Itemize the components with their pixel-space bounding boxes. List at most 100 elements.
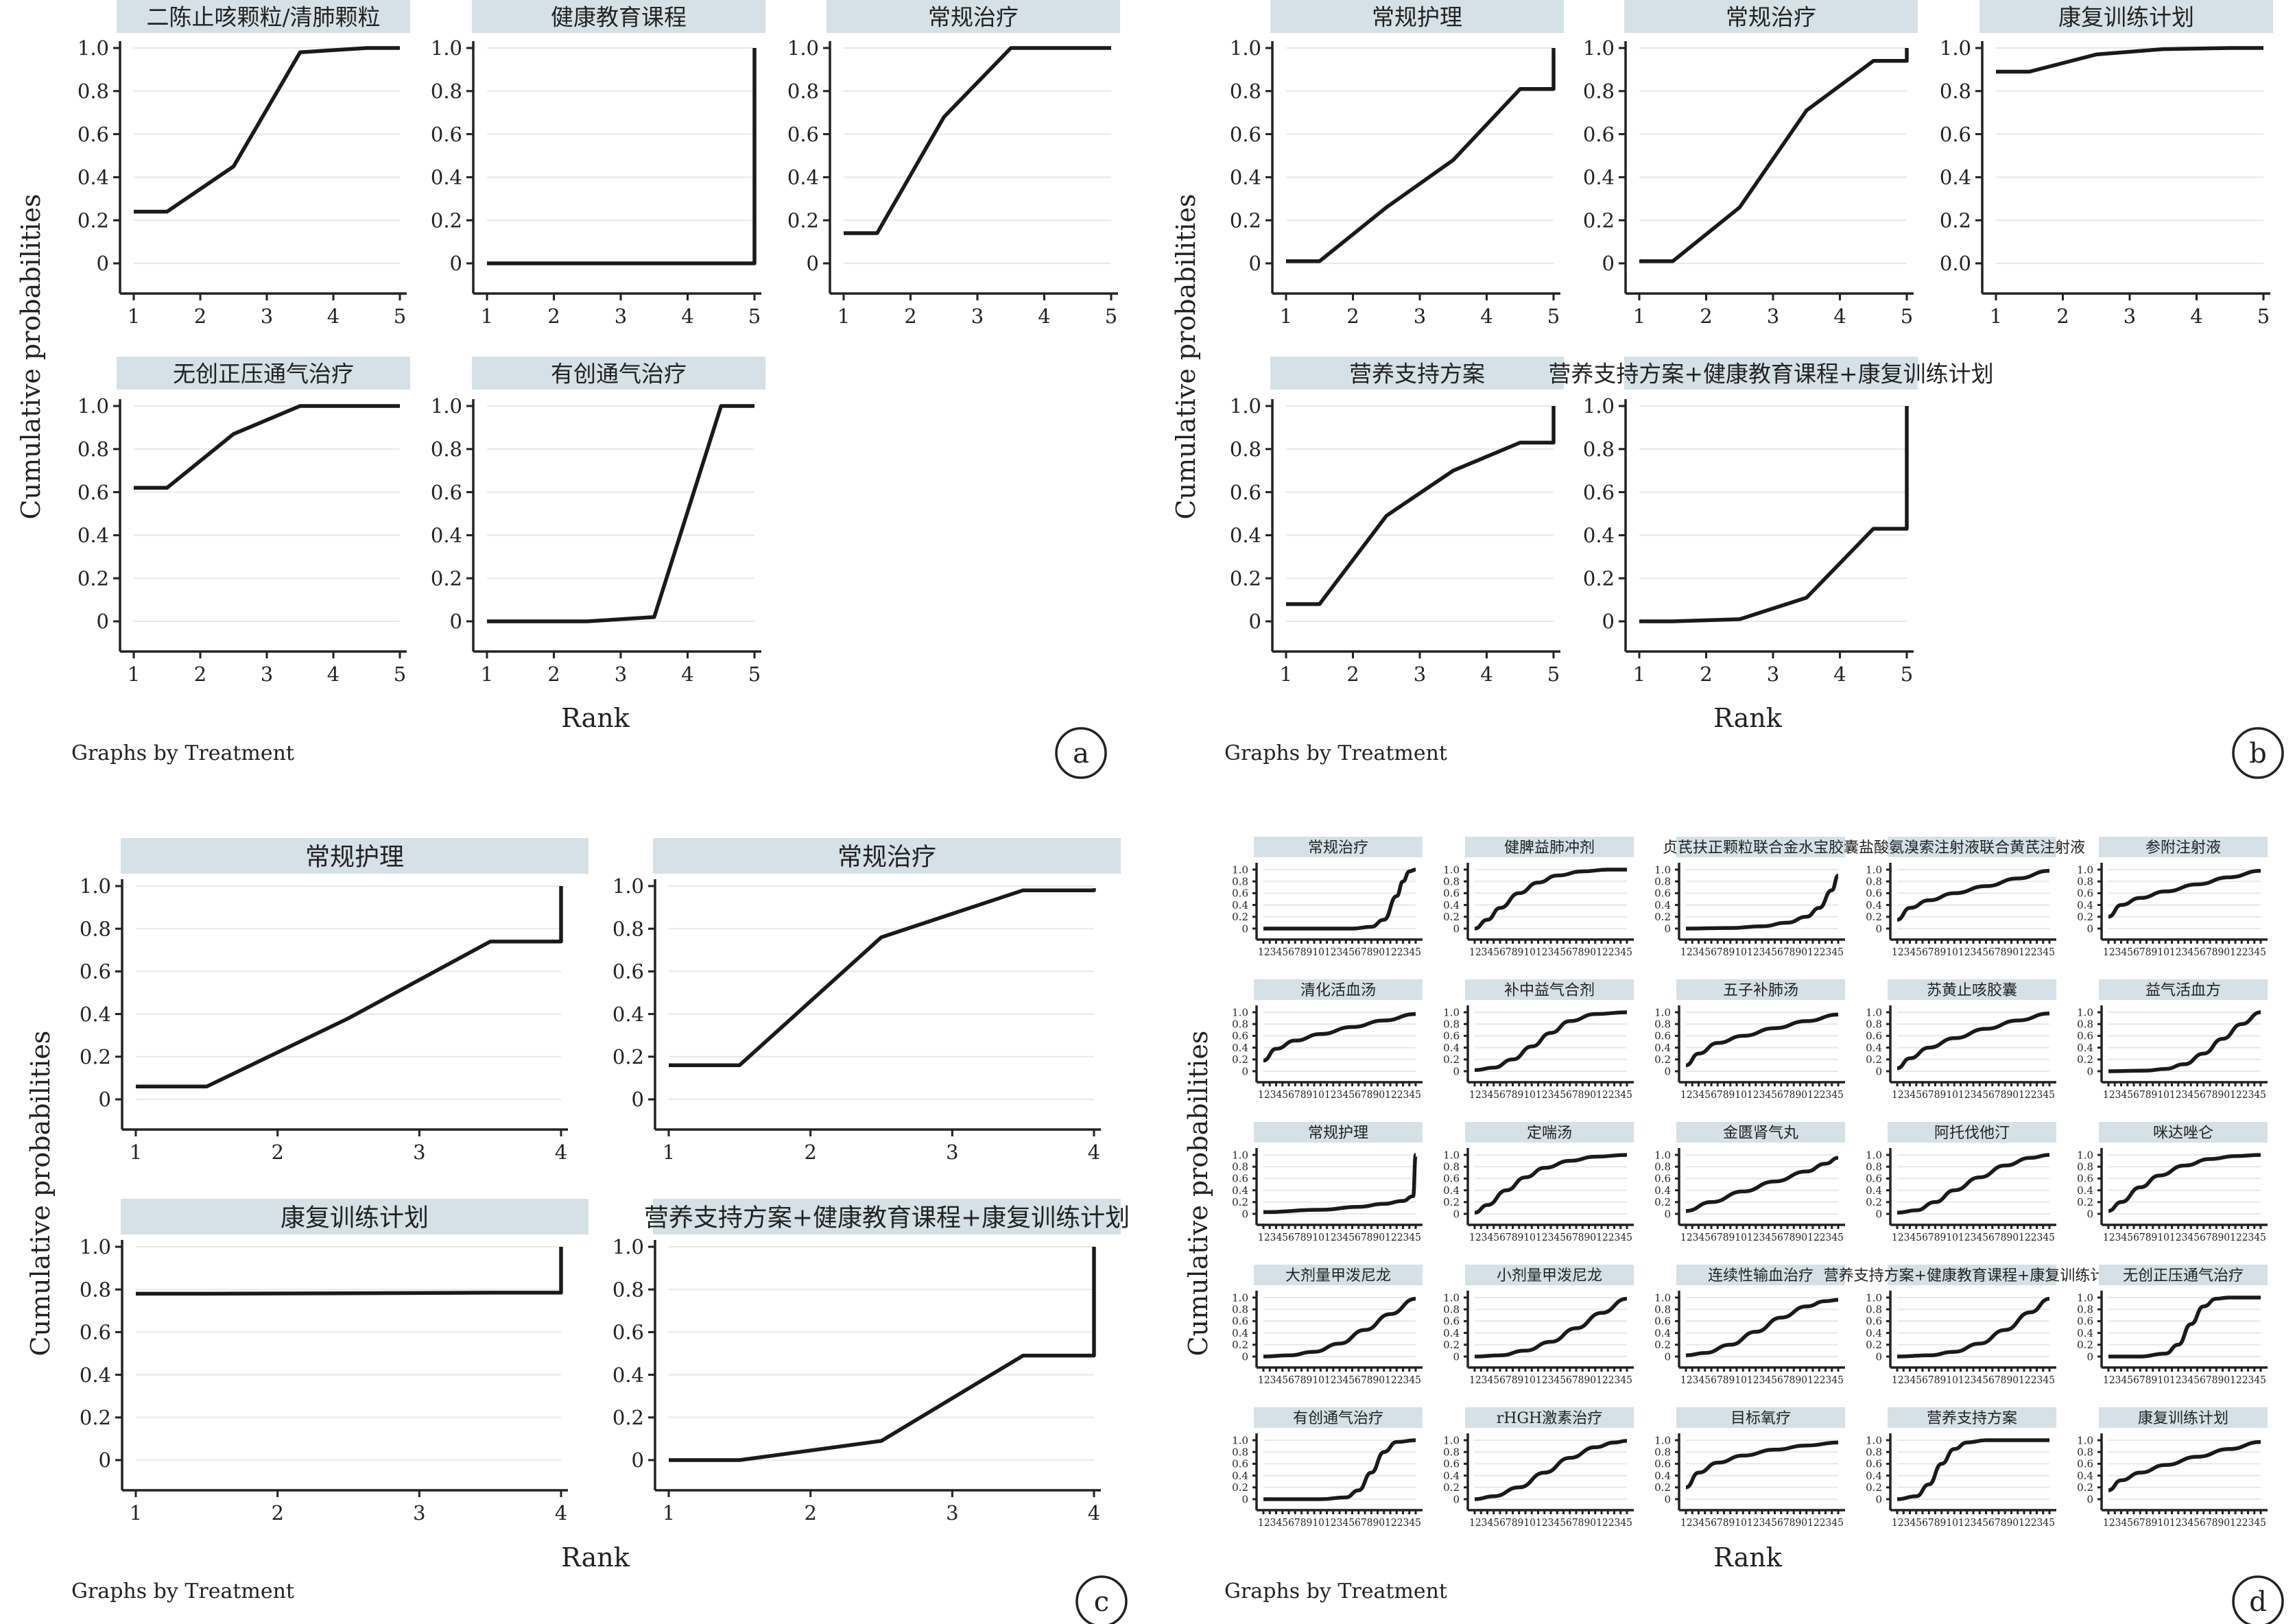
series-line xyxy=(1685,1298,1839,1358)
y-tick-label: 0.4 xyxy=(80,1003,111,1026)
x-tick-label: 1 xyxy=(663,1141,675,1164)
series-line xyxy=(1896,1296,2050,1359)
y-tick-label: 0.4 xyxy=(1230,166,1261,189)
y-tick-label: 0.6 xyxy=(1866,1030,1882,1042)
x-tick-label: 3 xyxy=(1414,304,1426,328)
x-tick-label: 4 xyxy=(681,662,693,686)
y-tick-label: 1.0 xyxy=(431,394,462,418)
x-tick-label: 1 xyxy=(481,662,493,686)
y-tick-label: 0.4 xyxy=(1654,1470,1671,1482)
y-tick-label: 0.8 xyxy=(1866,875,1882,887)
x-tick-label: 123456789101234567890122345 xyxy=(1680,1088,1844,1101)
y-tick-label: 0.8 xyxy=(2077,875,2093,887)
panel-header xyxy=(1465,1265,1634,1285)
y-tick-label: 0.4 xyxy=(787,166,819,189)
series-line xyxy=(1896,868,2050,922)
y-tick-label: 0.2 xyxy=(1230,566,1261,590)
panel: 参附注射液 00.20.40.60.81.0 1234567891012345678… xyxy=(2077,837,2268,958)
panel: 盐酸氨溴索注射液联合黄芪注射液 00.20.40.60.81.0 123456789… xyxy=(1859,837,2085,958)
panel: 常规治疗 0 0.2 0.4 0.6 0.8 1.0 1 2 3 4 5 xyxy=(787,0,1120,328)
y-tick-label: 0.4 xyxy=(2077,1184,2093,1197)
x-tick-label: 3 xyxy=(971,304,984,328)
x-tick-label: 2 xyxy=(804,1141,816,1164)
panel-title: 营养支持方案 xyxy=(1927,1410,2017,1427)
y-tick-label: 0 xyxy=(99,1088,111,1111)
panel-header xyxy=(1888,1265,2056,1285)
panel-header xyxy=(121,838,588,874)
y-tick-label: 0.8 xyxy=(80,917,111,940)
panel-header xyxy=(1979,0,2273,33)
x-tick-label: 5 xyxy=(1105,304,1117,328)
series-line xyxy=(1685,873,1840,931)
x-tick-label: 4 xyxy=(1038,304,1050,328)
y-tick-label: 0.4 xyxy=(78,166,109,189)
panel-header xyxy=(1465,979,1634,1000)
y-tick-label: 0.8 xyxy=(1866,1303,1882,1315)
figure-label: a xyxy=(1073,738,1089,769)
y-tick-label: 0.8 xyxy=(1443,1446,1460,1458)
panel: 无创正压通气治疗 0 0.2 0.4 0.6 0.8 1.0 1 2 3 4 5 xyxy=(78,357,410,686)
panel-header xyxy=(1888,1122,2056,1143)
y-tick-label: 1.0 xyxy=(1443,1149,1460,1161)
y-tick-label: 0.4 xyxy=(1866,1184,1882,1197)
x-tick-label: 123456789101234567890122345 xyxy=(1469,1516,1632,1529)
series-line xyxy=(1639,48,1909,263)
y-tick-label: 0.6 xyxy=(1583,123,1615,146)
y-tick-label: 1.0 xyxy=(613,874,644,898)
y-tick-label: 0.4 xyxy=(1443,1042,1460,1054)
y-tick-label: 0 xyxy=(2086,1208,2093,1220)
y-tick-label: 0.2 xyxy=(1654,1339,1671,1351)
y-tick-label: 1.0 xyxy=(1443,1291,1460,1304)
panel-title: 有创通气治疗 xyxy=(1293,1410,1383,1427)
y-tick-label: 0.2 xyxy=(787,208,819,232)
y-tick-label: 0.8 xyxy=(1443,1018,1460,1030)
y-tick-label: 0 xyxy=(1241,1350,1248,1363)
x-tick-label: 4 xyxy=(681,304,693,328)
y-tick-label: 1.0 xyxy=(1232,863,1248,876)
series-line xyxy=(1474,1439,1628,1501)
y-tick-label: 0 xyxy=(807,252,819,275)
x-tick-label: 1 xyxy=(1633,304,1645,328)
panel: 营养支持方案+健康教育课程+康复训练计划 0 0.2 0.4 0.6 0.8 1.0 1 2 3 4… xyxy=(1548,357,1994,686)
panel-header xyxy=(1676,979,1845,1000)
panel-title: 苏黄止咳胶囊 xyxy=(1927,982,2017,999)
panel: 苏黄止咳胶囊 00.20.40.60.81.0 123456789101234567… xyxy=(1866,979,2056,1101)
y-tick-label: 0.2 xyxy=(1654,1481,1671,1494)
y-tick-label: 0.8 xyxy=(613,1278,644,1301)
y-tick-label: 1.0 xyxy=(613,1235,644,1258)
y-tick-label: 1.0 xyxy=(1230,36,1261,60)
figure-label: d xyxy=(2249,1586,2267,1618)
series-line xyxy=(1896,1153,2050,1215)
x-tick-label: 3 xyxy=(946,1501,958,1525)
y-tick-label: 0.8 xyxy=(78,80,109,103)
graphs-note: Graphs by Treatment xyxy=(1224,741,1447,765)
series-line xyxy=(1685,1012,1839,1068)
x-tick-label: 4 xyxy=(1833,304,1846,328)
panel-title: 常规护理 xyxy=(305,844,404,872)
y-tick-label: 1.0 xyxy=(1443,863,1460,876)
x-tick-label: 123456789101234567890122345 xyxy=(1469,1088,1632,1101)
y-tick-label: 0.2 xyxy=(2077,1053,2093,1066)
x-tick-label: 3 xyxy=(615,662,627,686)
y-tick-label: 0 xyxy=(1664,1350,1671,1363)
x-tick-label: 1 xyxy=(128,662,140,686)
panel-title: 无创正压通气治疗 xyxy=(173,360,354,387)
x-tick-label: 123456789101234567890122345 xyxy=(1258,1516,1421,1529)
y-tick-label: 0.8 xyxy=(1866,1018,1882,1030)
y-tick-label: 0.2 xyxy=(1866,1053,1882,1066)
y-tick-label: 0.2 xyxy=(431,208,462,232)
y-tick-label: 0.2 xyxy=(2077,1481,2093,1494)
panel: 营养支持方案 0 0.2 0.4 0.6 0.8 1.0 1 2 3 4 5 xyxy=(1230,357,1564,686)
y-tick-label: 0.6 xyxy=(1583,481,1615,504)
y-tick-label: 1.0 xyxy=(1654,1149,1671,1161)
y-tick-label: 0.8 xyxy=(1232,1446,1248,1458)
panel-title: 大剂量甲泼尼龙 xyxy=(1285,1267,1391,1285)
x-tick-label: 1 xyxy=(130,1501,142,1525)
x-tick-label: 123456789101234567890122345 xyxy=(1680,1231,1844,1243)
y-tick-label: 1.0 xyxy=(1866,1149,1882,1161)
x-tick-label: 2 xyxy=(1346,662,1359,686)
panel-header xyxy=(1624,0,1918,33)
x-tick-label: 5 xyxy=(1901,662,1913,686)
panel-header xyxy=(2099,1407,2268,1428)
